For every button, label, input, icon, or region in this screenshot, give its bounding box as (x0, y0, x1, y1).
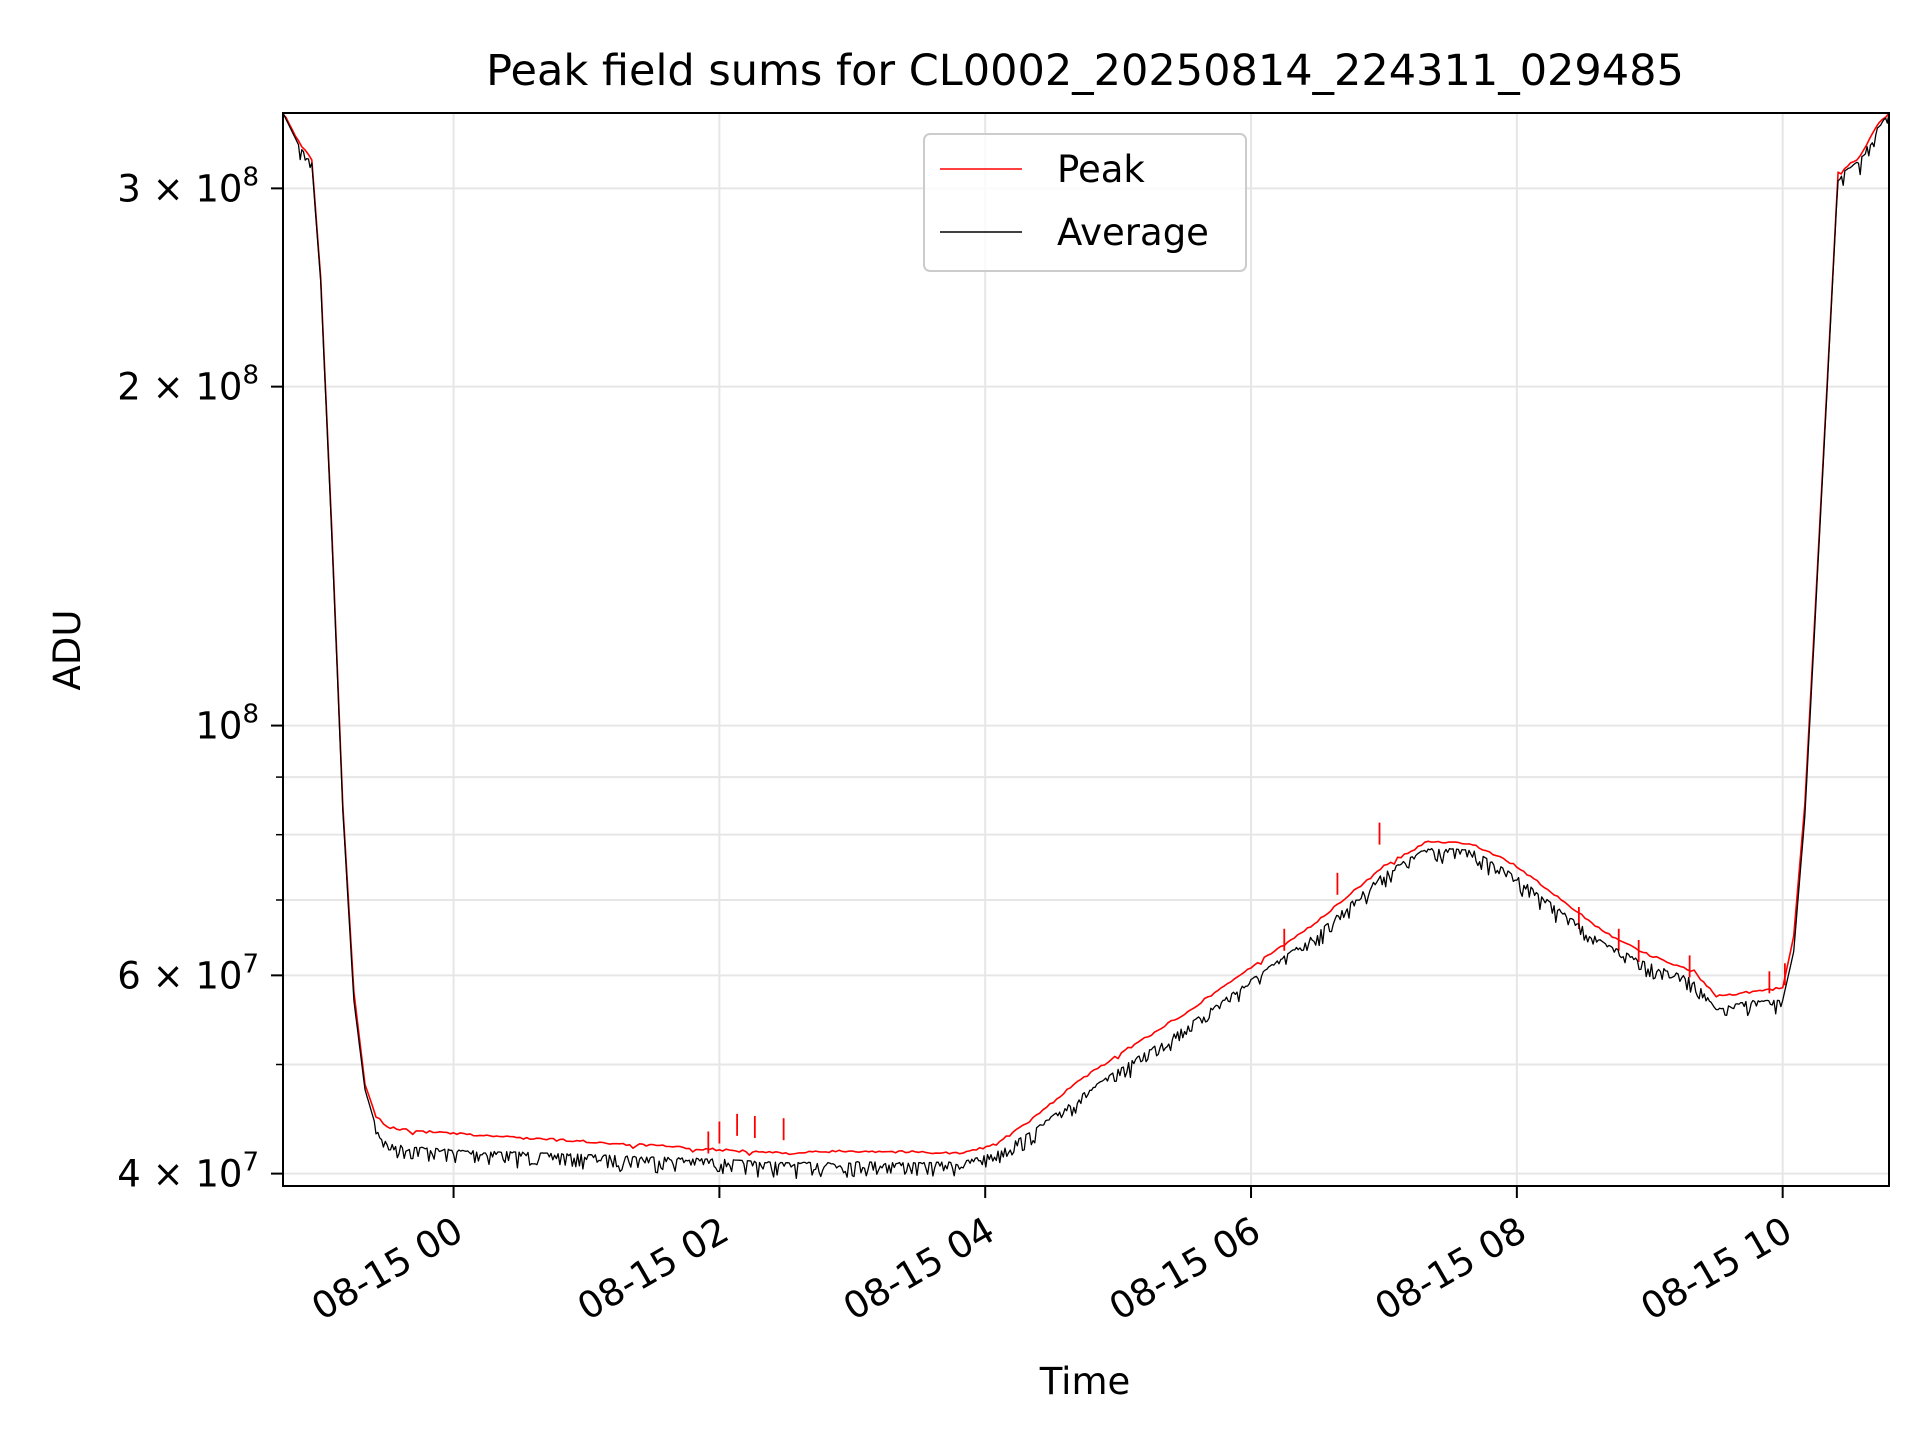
plot-frame (282, 112, 1890, 1187)
y-tick-label: 4 × 107 (117, 1148, 259, 1196)
y-axis: 4 × 107 6 × 107 108 2 × 108 3 × 108 (117, 162, 283, 1196)
legend-peak-label: Peak (1057, 148, 1145, 191)
legend: Peak Average (923, 133, 1247, 272)
series-average-line (282, 112, 1890, 1180)
y-axis-label: ADU (46, 610, 89, 691)
x-axis-label: Time (1039, 1360, 1131, 1403)
y-tick-label: 6 × 107 (117, 949, 259, 997)
x-tick-label: 08-15 08 (1368, 1209, 1534, 1329)
chart-title: Peak field sums for CL0002_20250814_2243… (486, 46, 1684, 96)
series-peak-line (282, 112, 1890, 1156)
x-tick-label: 08-15 10 (1634, 1209, 1800, 1329)
legend-average-label: Average (1057, 211, 1209, 254)
x-tick-label: 08-15 06 (1102, 1209, 1268, 1329)
y-tick-label: 108 (195, 700, 259, 748)
y-tick-label: 2 × 108 (117, 361, 259, 409)
x-tick-label: 08-15 02 (570, 1209, 736, 1329)
x-axis: 08-15 00 08-15 02 08-15 04 08-15 06 08-15 08… (304, 1186, 1799, 1329)
x-tick-label: 08-15 00 (304, 1209, 470, 1329)
y-tick-label: 3 × 108 (117, 162, 259, 210)
grid (283, 113, 1889, 1186)
series-layer (282, 112, 1890, 1180)
x-tick-label: 08-15 04 (836, 1209, 1002, 1329)
